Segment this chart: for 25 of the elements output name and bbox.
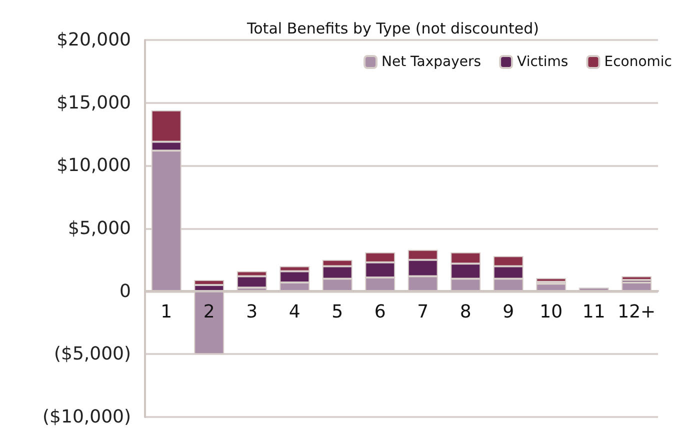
chart-title: Total Benefits by Type (not discounted) <box>246 20 539 38</box>
y-tick-label: $15,000 <box>56 92 131 114</box>
x-tick-label: 7 <box>417 302 429 322</box>
y-tick-label: $10,000 <box>56 155 131 176</box>
x-tick-label: 1 <box>160 302 172 322</box>
bar <box>622 276 652 280</box>
y-tick-label: ($5,000) <box>54 344 131 365</box>
legend-label: Victims <box>517 54 568 70</box>
y-tick-label: 0 <box>120 280 131 302</box>
legend-label: Economic <box>604 54 672 70</box>
x-tick-label: 6 <box>374 302 386 322</box>
x-tick-label: 2 <box>203 302 215 322</box>
x-tick-label: 11 <box>582 302 606 322</box>
x-tick-label: 9 <box>502 302 514 322</box>
x-tick-label: 4 <box>288 302 300 322</box>
bar <box>536 278 566 282</box>
y-tick-label: $5,000 <box>68 218 131 239</box>
x-tick-label: 5 <box>332 302 344 322</box>
x-tick-label: 8 <box>460 302 472 322</box>
y-tick-label: ($10,000) <box>42 406 131 428</box>
x-tick-label: 10 <box>540 302 563 322</box>
x-tick-label: 12+ <box>618 302 656 322</box>
legend-label: Net Taxpayers <box>382 54 482 70</box>
y-tick-label: $20,000 <box>56 30 131 50</box>
x-tick-label: 3 <box>246 302 258 322</box>
